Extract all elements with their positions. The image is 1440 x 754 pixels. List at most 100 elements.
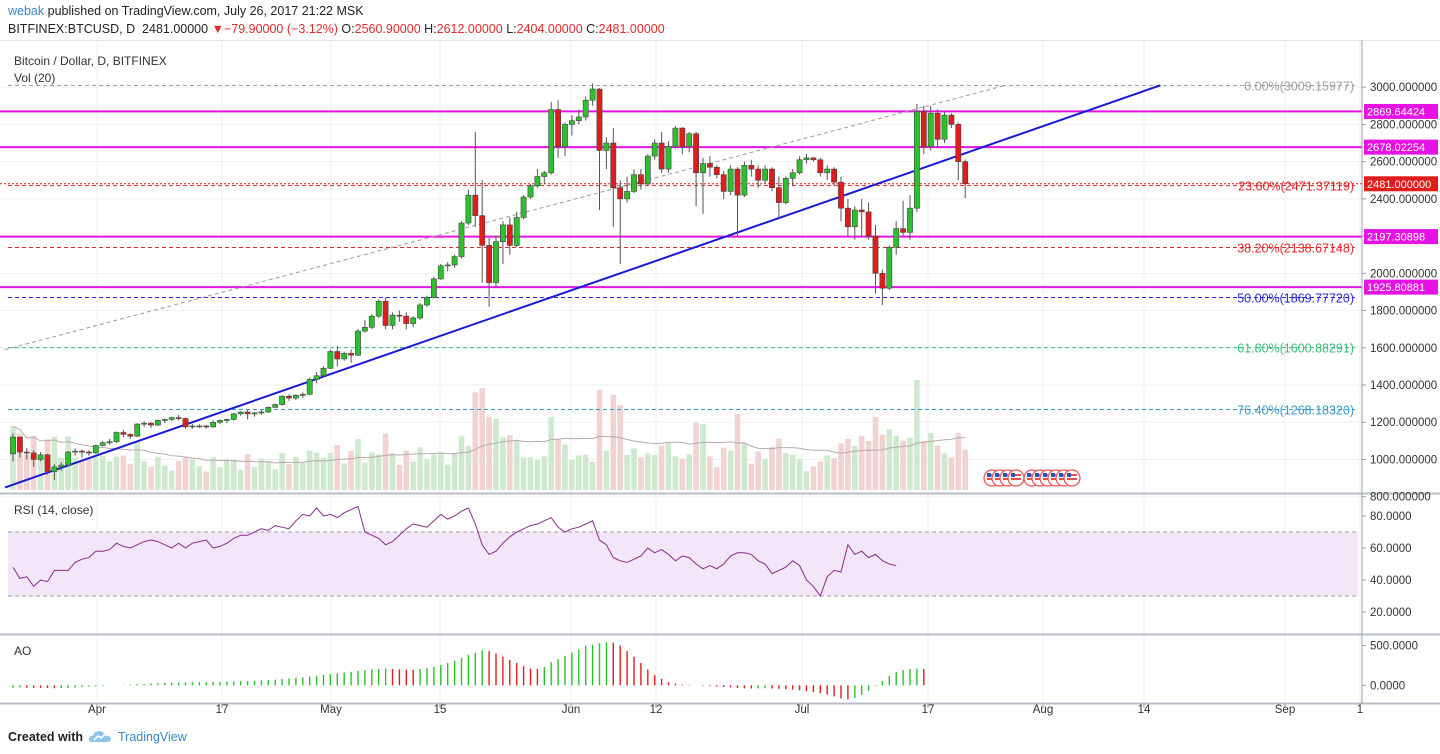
level-price-tag-label: 2197.30898 [1367, 232, 1425, 244]
price-tick-label: 1000.000000 [1370, 454, 1437, 466]
candle [217, 419, 223, 425]
volume-bar [258, 458, 265, 490]
candle [562, 122, 568, 157]
candle [437, 264, 444, 280]
date-tick-label: Sep [1275, 704, 1295, 716]
candle [196, 424, 203, 428]
rsi-tick-label: 40.0000 [1370, 575, 1412, 587]
candle-body [86, 451, 92, 454]
candle [396, 310, 403, 322]
volume-bar [727, 450, 734, 490]
candle-body [430, 278, 437, 298]
candle [244, 410, 251, 420]
candle-body [920, 111, 927, 148]
candle-body [555, 109, 561, 148]
close-key: C: [586, 22, 599, 36]
volume-bar [224, 458, 230, 490]
volume-bar [927, 433, 934, 490]
candle-body [44, 454, 51, 472]
candle-body [803, 157, 810, 161]
rsi-band [8, 531, 1358, 597]
candle-body [141, 422, 147, 425]
candle [582, 96, 589, 121]
price-tick-label: 1200.000000 [1370, 417, 1437, 429]
volume-bar [714, 467, 720, 490]
candle-body [637, 174, 644, 185]
candle [534, 169, 541, 188]
volume-bar [893, 435, 899, 490]
candle [161, 418, 168, 424]
volume-bar [962, 449, 968, 490]
candle [610, 128, 617, 227]
chart-canvas[interactable]: 0.00%(3009.15977) 23.60%(2471.37119) 38.20… [0, 40, 1440, 724]
fib-label: 0.00%(3009.15977) [1244, 79, 1354, 93]
candle-body [741, 165, 748, 196]
volume-bar [858, 435, 865, 490]
price-tick-label: 2600.000000 [1370, 157, 1437, 169]
candle-body [644, 155, 651, 185]
candle-body [589, 88, 596, 101]
candle [224, 418, 230, 424]
volume-bar [603, 450, 610, 490]
candle [458, 221, 465, 259]
ohlc-legend: BITFINEX:BTCUSD, D 2481.00000 ▼−79.90000… [8, 22, 665, 36]
candle-body [286, 395, 292, 399]
candle-body [858, 209, 865, 213]
volume-bar [610, 395, 617, 490]
trend-lines[interactable] [4, 84, 1161, 489]
us-flag-event-icon[interactable] [1063, 469, 1081, 487]
volume-bar [872, 416, 879, 490]
volume-bar [127, 463, 134, 490]
candle [424, 295, 430, 307]
candle [748, 159, 755, 177]
volume-bar [679, 458, 686, 490]
candle-body [51, 466, 58, 472]
volume-bar [99, 455, 106, 490]
event-markers[interactable] [983, 469, 1081, 487]
candle-body [92, 445, 99, 454]
candle [755, 165, 762, 188]
candle [58, 462, 65, 471]
volume-bar [555, 438, 561, 490]
volume-bar [155, 456, 161, 490]
candle [624, 176, 630, 203]
volume-bar [693, 422, 699, 490]
fib-label: 38.20%(2138.67148) [1237, 242, 1354, 256]
volume-bar [217, 467, 223, 490]
candle [417, 303, 423, 320]
volume-bar [451, 452, 458, 490]
candle-body [424, 297, 430, 306]
rsi-tick-label: 60.0000 [1370, 543, 1412, 555]
candle-body [65, 451, 72, 466]
volume-bar [272, 469, 278, 490]
volume-bar [762, 459, 768, 490]
volume-bar [651, 454, 658, 490]
volume-bar [941, 453, 948, 490]
candle-body [948, 114, 955, 125]
candle-body [437, 265, 444, 280]
us-flag-event-icon[interactable] [1007, 469, 1025, 487]
date-tick-label: 1 [1357, 704, 1363, 716]
candle-body [10, 436, 16, 455]
candle [279, 395, 285, 406]
high-key: H: [424, 22, 437, 36]
candle [506, 217, 513, 255]
volume-bar [237, 469, 244, 490]
volume-bar [410, 461, 416, 490]
date-tick-label: Aug [1033, 704, 1053, 716]
candle-body [444, 264, 451, 267]
rsi-tick-label: 80.0000 [1370, 511, 1412, 523]
candle-body [251, 412, 258, 415]
volume-pane-label: Vol (20) [14, 71, 55, 85]
tradingview-link[interactable]: TradingView [118, 730, 187, 744]
candle [320, 366, 327, 378]
candle [720, 170, 727, 199]
author-link[interactable]: webak [8, 4, 45, 18]
volume-bar [348, 450, 354, 490]
volume-bar [265, 461, 272, 490]
candle-body [382, 300, 389, 326]
volume-bar [403, 450, 410, 490]
volume-ma-line [12, 425, 966, 464]
volume-bar [79, 461, 85, 490]
volume-bar [734, 414, 741, 490]
